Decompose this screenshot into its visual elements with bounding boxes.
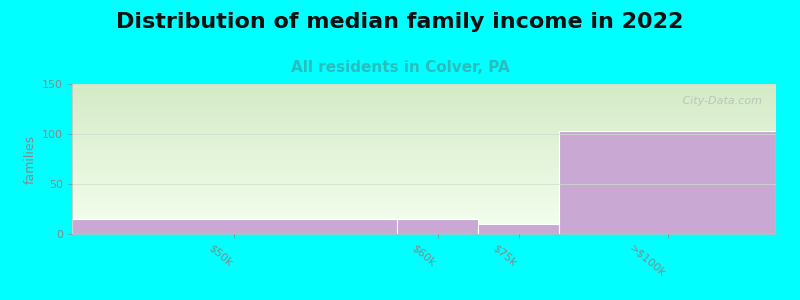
Bar: [478, 224, 559, 234]
Text: City-Data.com: City-Data.com: [679, 96, 762, 106]
Bar: [72, 219, 397, 234]
Bar: [559, 131, 776, 234]
Y-axis label: families: families: [23, 134, 37, 184]
Text: Distribution of median family income in 2022: Distribution of median family income in …: [116, 12, 684, 32]
Bar: [397, 219, 478, 234]
Text: All residents in Colver, PA: All residents in Colver, PA: [290, 60, 510, 75]
